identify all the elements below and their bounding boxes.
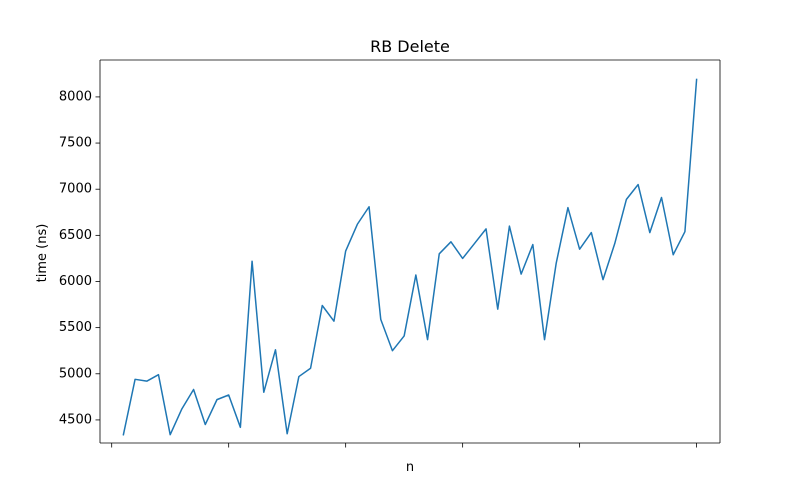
chart-title: RB Delete: [370, 37, 450, 56]
y-axis-label: time (ns): [35, 224, 50, 283]
y-tick-label: 6500: [59, 228, 92, 243]
y-tick-label: 5500: [59, 320, 92, 335]
y-tick-label: 6000: [59, 274, 92, 289]
plot-area: 4500 5000 5500 6000 6500 7000 7500 8000: [59, 59, 721, 448]
y-tick-label: 7000: [59, 182, 92, 197]
series-line-0: [122, 78, 698, 436]
y-tick-label: 7500: [59, 136, 92, 151]
y-tick-label: 5000: [59, 366, 92, 381]
x-axis-label: n: [406, 460, 414, 475]
y-tick-label: 4500: [59, 412, 92, 427]
y-tick-label: 8000: [59, 89, 92, 104]
